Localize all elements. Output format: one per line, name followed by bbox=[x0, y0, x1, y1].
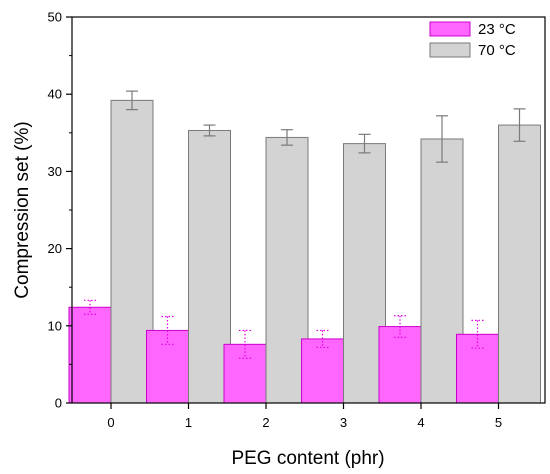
axis-ticks bbox=[66, 16, 500, 409]
y-tick-label-40: 40 bbox=[48, 87, 62, 102]
bar-series1-4 bbox=[378, 326, 422, 404]
y-tick-label-30: 30 bbox=[48, 164, 62, 179]
x-tick-label-4: 4 bbox=[417, 415, 424, 430]
x-tick-label-0: 0 bbox=[107, 415, 114, 430]
plot-bars bbox=[68, 99, 541, 404]
x-tick-label-5: 5 bbox=[495, 415, 502, 430]
bar-series1-5 bbox=[456, 333, 499, 404]
bar-series2-5 bbox=[498, 124, 541, 404]
legend-swatch-series2 bbox=[429, 42, 471, 58]
bar-series1-0 bbox=[68, 306, 112, 404]
x-tick-label-2: 2 bbox=[262, 415, 269, 430]
y-axis-tick-labels: 0 10 20 30 40 50 bbox=[48, 10, 62, 411]
legend-swatch-series1 bbox=[429, 21, 471, 37]
legend: 23 °C 70 °C bbox=[429, 21, 516, 59]
x-axis-title: PEG content (phr) bbox=[231, 448, 384, 469]
x-tick-label-1: 1 bbox=[185, 415, 192, 430]
y-axis-title: Compression set (%) bbox=[12, 121, 33, 298]
y-tick-label-10: 10 bbox=[48, 318, 62, 333]
legend-label-series1: 23 °C bbox=[478, 21, 516, 38]
bar-series1-3 bbox=[301, 338, 344, 404]
bar-series1-2 bbox=[223, 343, 267, 404]
y-tick-label-20: 20 bbox=[48, 241, 62, 256]
plot-error-bars bbox=[84, 90, 526, 359]
x-axis-tick-labels: 0 1 2 3 4 5 bbox=[107, 415, 502, 430]
x-tick-label-3: 3 bbox=[340, 415, 347, 430]
y-tick-label-50: 50 bbox=[48, 10, 62, 25]
y-tick-label-0: 0 bbox=[55, 396, 62, 411]
legend-label-series2: 70 °C bbox=[478, 42, 516, 59]
